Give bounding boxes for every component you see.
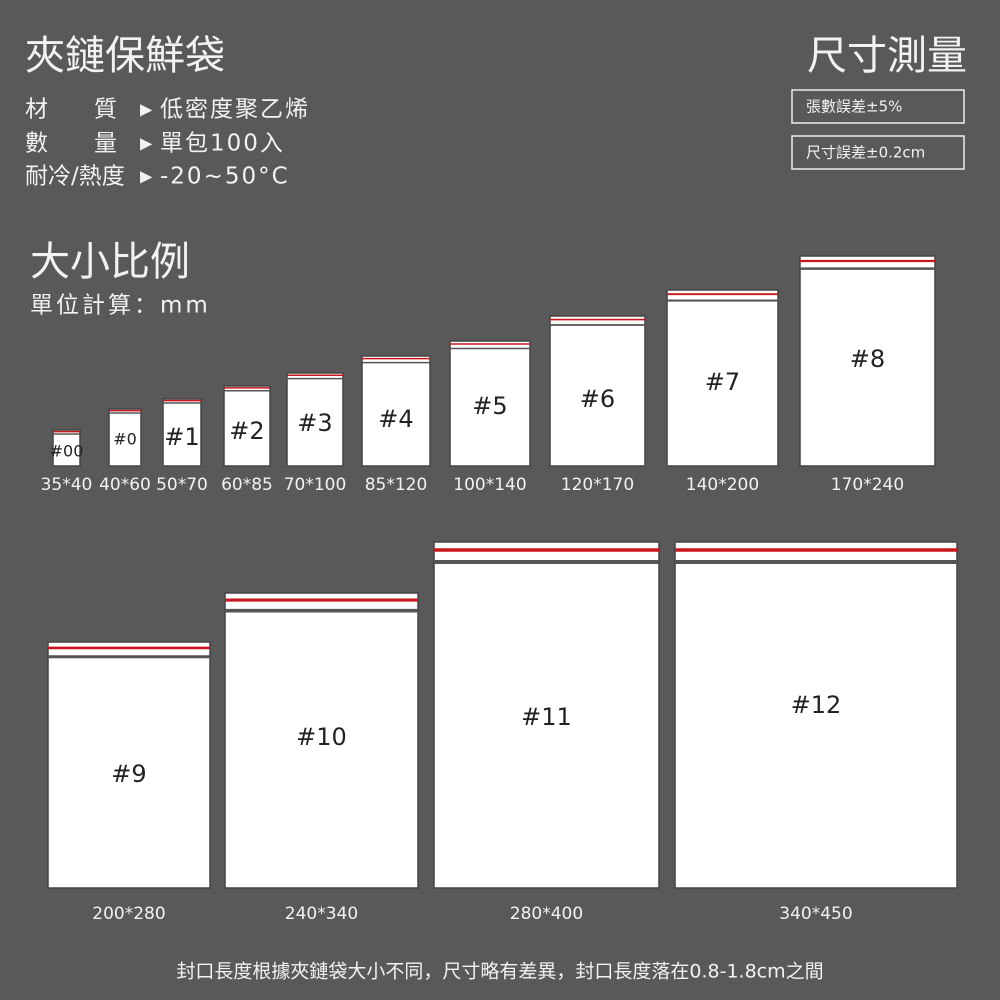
bag	[361, 355, 431, 467]
bag-size: 85*120	[365, 475, 428, 495]
bag-size: 70*100	[284, 475, 347, 495]
bag-label: #12	[791, 691, 842, 719]
bags: #00 35*40 #0 40*60 #1 50*70 #2 60*85 #3 70*100 #4 8…	[41, 255, 958, 924]
spec-label: 材 質	[25, 97, 117, 123]
bag-size: 60*85	[221, 475, 273, 495]
bag-size: 120*170	[561, 475, 634, 495]
note-box	[791, 135, 965, 170]
bag-size: 170*240	[831, 475, 904, 495]
bag-size: 35*40	[41, 475, 93, 495]
bag	[674, 541, 958, 889]
bag-label: #8	[850, 345, 885, 373]
bag-label: #5	[472, 392, 507, 420]
bag	[47, 641, 211, 889]
bag	[666, 289, 779, 467]
note-box	[791, 89, 965, 124]
bag-label: #4	[378, 405, 413, 433]
bag-size: 280*400	[510, 904, 583, 924]
bag-size: 140*200	[686, 475, 759, 495]
bag	[433, 541, 660, 889]
bag	[449, 340, 531, 467]
bag	[223, 385, 271, 467]
spec-value: 單包100入	[160, 131, 285, 157]
bag	[549, 315, 646, 467]
title: 夾鏈保鮮袋	[25, 33, 225, 79]
note: 張數誤差±5%	[806, 98, 902, 116]
measure-title: 尺寸測量	[807, 33, 967, 79]
bag-size: 40*60	[99, 475, 151, 495]
scale-unit: 單位計算：mm	[30, 293, 211, 319]
footer: 封口長度根據夾鏈袋大小不同，尺寸略有差異，封口長度落在0.8-1.8cm之間	[176, 961, 823, 983]
bag	[52, 429, 81, 467]
bag-size: 240*340	[285, 904, 358, 924]
bag-label: #3	[297, 409, 332, 437]
bag-size: 100*140	[453, 475, 526, 495]
arrow: ▶	[140, 100, 153, 119]
note: 尺寸誤差±0.2cm	[806, 144, 925, 162]
bag-size: 50*70	[156, 475, 208, 495]
bag-label: #0	[113, 430, 137, 449]
bag	[224, 592, 419, 889]
bag	[286, 372, 344, 467]
arrow: ▶	[140, 134, 153, 153]
bag-label: #6	[580, 385, 615, 413]
bag-label: #9	[111, 760, 146, 788]
bag	[108, 408, 142, 467]
bag-label: #7	[705, 368, 740, 396]
bag-label: #00	[50, 442, 84, 461]
scale-title: 大小比例	[30, 239, 190, 285]
arrow: ▶	[140, 167, 153, 186]
spec-label: 數 量	[25, 131, 117, 157]
bag-label: #1	[164, 423, 199, 451]
spec-label: 耐冷/熱度	[25, 164, 125, 190]
bag-size: 340*450	[779, 904, 852, 924]
bag-label: #10	[296, 723, 347, 751]
bag	[799, 255, 936, 467]
bag	[162, 398, 202, 467]
bag-size: 200*280	[92, 904, 165, 924]
bag-label: #11	[521, 703, 572, 731]
spec-value: -20~50°C	[160, 164, 290, 190]
bag-label: #2	[229, 417, 264, 445]
spec-value: 低密度聚乙烯	[160, 97, 310, 123]
